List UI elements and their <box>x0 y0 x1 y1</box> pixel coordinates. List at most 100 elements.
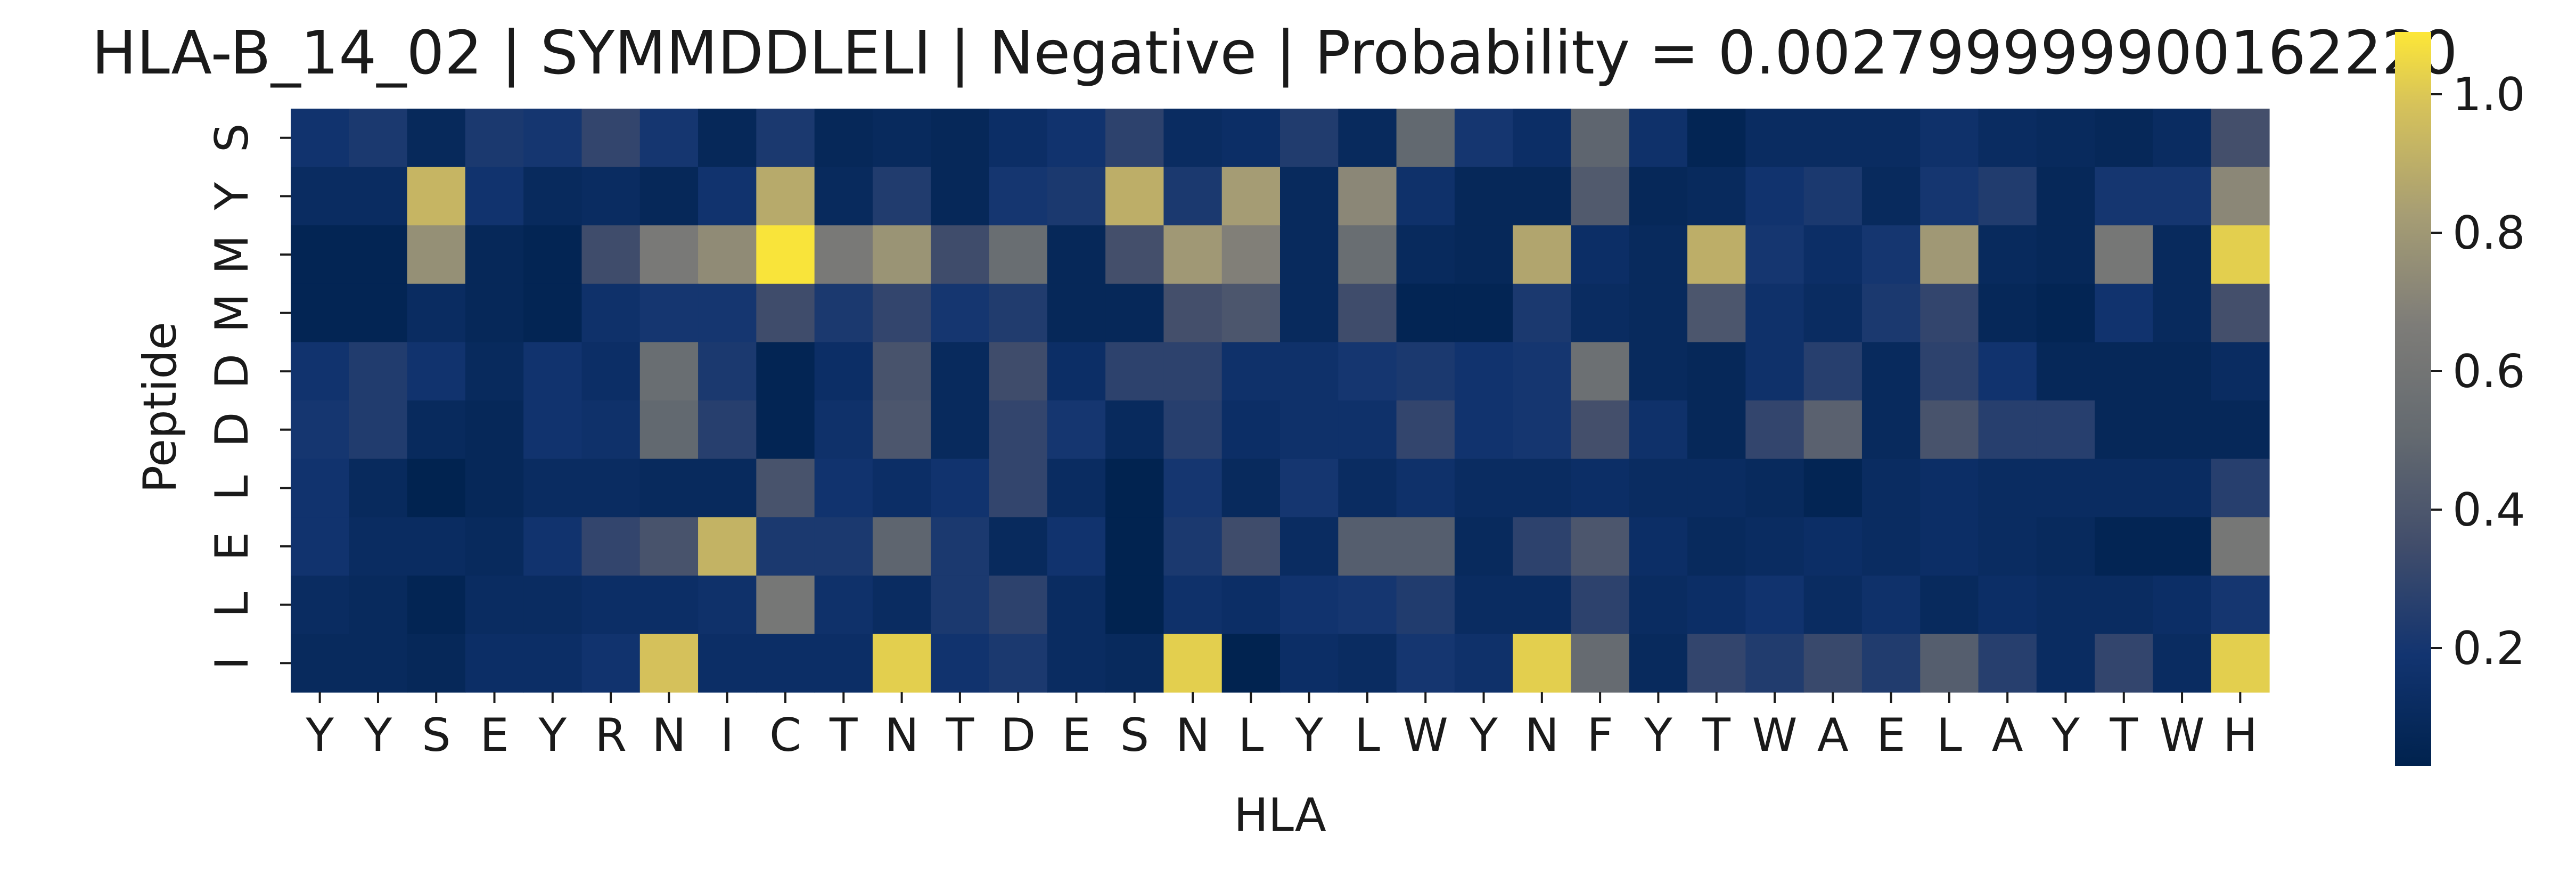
x-tick-label: L <box>1937 709 1962 762</box>
x-tick-label: E <box>1876 709 1905 762</box>
heatmap-cell <box>1861 167 1921 226</box>
heatmap-cell <box>1629 459 1688 518</box>
y-tick-label: E <box>206 532 259 561</box>
heatmap-cell <box>1280 109 1339 168</box>
heatmap-cell <box>2153 342 2212 401</box>
heatmap-cell <box>2036 167 2095 226</box>
heatmap-cell <box>814 400 873 460</box>
heatmap-cell <box>407 109 466 168</box>
y-tick-label: Y <box>206 182 259 211</box>
heatmap-cell <box>1861 283 1921 342</box>
heatmap-cell <box>698 225 757 284</box>
heatmap-cell <box>2153 400 2212 460</box>
heatmap-cell <box>2095 575 2154 634</box>
heatmap-cell <box>639 459 699 518</box>
heatmap-cell <box>581 517 641 576</box>
heatmap-cell <box>1687 517 1746 576</box>
heatmap-cell <box>2095 225 2154 284</box>
x-tick-label: T <box>829 709 858 762</box>
heatmap-cell <box>1571 167 1630 226</box>
heatmap-cell <box>1047 342 1106 401</box>
heatmap-cell <box>1280 400 1339 460</box>
heatmap-cell <box>1047 225 1106 284</box>
heatmap-cell <box>814 459 873 518</box>
heatmap-cell <box>291 342 349 401</box>
heatmap-cell <box>1221 225 1281 284</box>
heatmap-cell <box>523 342 583 401</box>
heatmap-cell <box>349 109 408 168</box>
heatmap-cell <box>1338 167 1397 226</box>
heatmap-cell <box>2211 575 2270 634</box>
heatmap-cell <box>349 517 408 576</box>
colorbar-tick-label: 0.4 <box>2452 484 2525 537</box>
heatmap-cell <box>872 342 931 401</box>
heatmap-cell <box>1163 109 1223 168</box>
heatmap-cell <box>1454 459 1513 518</box>
heatmap-cell <box>2095 283 2154 342</box>
x-tick-label: I <box>720 709 734 762</box>
heatmap-cell <box>872 634 931 693</box>
heatmap-cell <box>291 517 349 576</box>
heatmap-cell <box>1920 459 1979 518</box>
y-tick-label: L <box>206 592 259 618</box>
x-tick-label: N <box>884 709 918 762</box>
heatmap-cell <box>1280 167 1339 226</box>
heatmap-cell <box>2211 109 2270 168</box>
heatmap-cell <box>872 225 931 284</box>
heatmap-cell <box>1571 342 1630 401</box>
heatmap-cell <box>698 342 757 401</box>
heatmap-cell <box>2036 517 2095 576</box>
heatmap-cell <box>2095 342 2154 401</box>
heatmap-cell <box>1978 167 2037 226</box>
colorbar-tick-label: 1.0 <box>2452 68 2525 121</box>
heatmap-cell <box>1861 459 1921 518</box>
heatmap-cell <box>698 400 757 460</box>
heatmap-cell <box>1978 459 2037 518</box>
heatmap-cell <box>872 575 931 634</box>
heatmap-cell <box>523 634 583 693</box>
x-tick-label: F <box>1587 709 1613 762</box>
x-tick-label: C <box>769 709 801 762</box>
heatmap-cell <box>407 342 466 401</box>
heatmap-cell <box>639 517 699 576</box>
y-tick-label: D <box>206 354 259 389</box>
heatmap-cell <box>1338 225 1397 284</box>
heatmap-cell <box>989 634 1048 693</box>
heatmap-cell <box>814 109 873 168</box>
heatmap-cell <box>1163 342 1223 401</box>
heatmap-cell <box>639 225 699 284</box>
y-tick-label: S <box>206 124 259 153</box>
heatmap-cell <box>931 575 990 634</box>
x-tick-label: W <box>1752 709 1797 762</box>
heatmap-cell <box>1861 575 1921 634</box>
heatmap-cell <box>989 283 1048 342</box>
heatmap-cell <box>1513 342 1572 401</box>
x-tick-label: Y <box>1469 709 1498 762</box>
heatmap-cell <box>1803 109 1863 168</box>
heatmap-cell <box>1513 634 1572 693</box>
heatmap-cell <box>1338 283 1397 342</box>
heatmap-cell <box>2211 400 2270 460</box>
x-tick-label: N <box>1176 709 1210 762</box>
heatmap-cell <box>1338 400 1397 460</box>
heatmap-cell <box>291 400 349 460</box>
heatmap-cell <box>1978 109 2037 168</box>
heatmap-cell <box>1687 342 1746 401</box>
x-tick-label: Y <box>1294 709 1323 762</box>
heatmap-cell <box>1861 342 1921 401</box>
x-tick-label: E <box>480 709 508 762</box>
heatmap-cell <box>1454 283 1513 342</box>
heatmap-cell <box>1163 283 1223 342</box>
heatmap-cell <box>1803 400 1863 460</box>
heatmap-cell <box>1745 575 1804 634</box>
heatmap-cell <box>1338 575 1397 634</box>
heatmap-cell <box>931 459 990 518</box>
x-tick-label: N <box>1525 709 1559 762</box>
heatmap-cell <box>1280 283 1339 342</box>
heatmap-cell <box>1745 109 1804 168</box>
heatmap-cell <box>1396 400 1455 460</box>
heatmap-cell <box>1861 400 1921 460</box>
heatmap-cell <box>2095 400 2154 460</box>
heatmap-cell <box>1978 400 2037 460</box>
